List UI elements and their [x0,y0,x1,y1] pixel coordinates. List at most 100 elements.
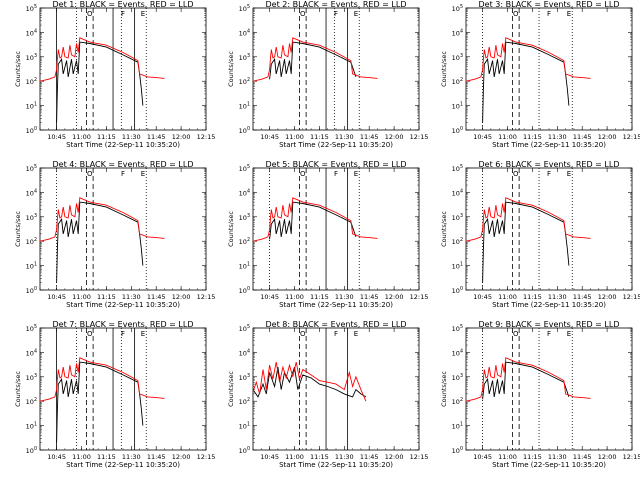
y-axis-label: Counts/sec [227,211,235,247]
y-tick-label: 102 [239,237,250,246]
panel-title: Det 1: BLACK = Events, RED = LLD [53,0,194,9]
x-tick-label: 12:15 [197,133,216,141]
y-tick-label: 105 [452,164,463,173]
x-tick-label: 10:45 [473,133,492,141]
y-tick-label: 101 [452,262,463,271]
marker-o: O [87,170,93,178]
y-tick-label: 102 [26,397,37,406]
y-tick-base: 10 [26,374,34,382]
y-tick-base: 10 [452,349,460,357]
x-tick-label: 10:45 [47,133,66,141]
y-tick-label: 103 [239,53,250,62]
y-tick-exponent: 0 [460,286,463,292]
panel-det-5: Det 5: BLACK = Events, RED = LLD10010110… [227,160,428,309]
marker-e: E [354,170,358,178]
x-tick-label: 12:00 [598,453,617,461]
y-tick-base: 10 [26,78,34,86]
panel-det-6: Det 6: BLACK = Events, RED = LLD10010110… [440,160,640,309]
y-tick-exponent: 2 [460,237,463,243]
y-tick-base: 10 [452,5,460,13]
x-tick-label: 12:00 [172,133,191,141]
y-tick-exponent: 1 [34,422,37,428]
marker-e: E [141,170,145,178]
y-tick-exponent: 0 [34,446,37,452]
y-tick-base: 10 [239,165,247,173]
x-tick-label: 11:00 [72,453,91,461]
x-tick-label: 12:15 [410,133,429,141]
y-tick-base: 10 [452,78,460,86]
x-tick-label: 11:00 [285,293,304,301]
y-tick-exponent: 2 [34,237,37,243]
y-tick-exponent: 5 [460,324,463,330]
y-tick-base: 10 [26,214,34,222]
x-tick-label: 11:30 [122,293,141,301]
y-tick-exponent: 1 [34,102,37,108]
x-tick-label: 11:15 [310,453,329,461]
series-line-events [482,41,570,123]
y-tick-label: 105 [26,4,37,13]
y-tick-exponent: 2 [247,397,250,403]
panel-det-3: Det 3: BLACK = Events, RED = LLD10010110… [440,0,640,149]
x-tick-label: 12:00 [598,293,617,301]
x-tick-label: 11:15 [97,453,116,461]
x-tick-label: 11:15 [523,453,542,461]
y-tick-base: 10 [26,103,34,111]
y-tick-base: 10 [239,423,247,431]
y-tick-label: 104 [26,188,37,197]
y-tick-base: 10 [452,423,460,431]
marker-e: E [567,170,571,178]
panel-title: Det 2: BLACK = Events, RED = LLD [266,0,407,9]
x-axis-label: Start Time (22-Sep-11 10:35:20) [279,141,393,149]
x-tick-label: 11:15 [310,293,329,301]
x-tick-label: 11:15 [523,293,542,301]
y-tick-exponent: 1 [247,422,250,428]
marker-e: E [354,10,358,18]
x-tick-label: 12:15 [197,293,216,301]
series-line-events [56,201,144,283]
y-tick-label: 105 [26,164,37,173]
y-tick-label: 102 [26,77,37,86]
y-tick-exponent: 1 [460,422,463,428]
x-tick-label: 11:00 [498,133,517,141]
y-tick-label: 101 [239,262,250,271]
y-tick-base: 10 [26,238,34,246]
x-axis-label: Start Time (22-Sep-11 10:35:20) [492,461,606,469]
x-tick-label: 12:15 [410,293,429,301]
x-tick-label: 11:45 [147,133,166,141]
y-tick-label: 104 [239,188,250,197]
marker-f: F [547,330,551,338]
x-tick-label: 12:15 [623,453,640,461]
y-tick-exponent: 2 [34,397,37,403]
x-tick-label: 11:15 [523,133,542,141]
y-tick-exponent: 2 [247,237,250,243]
y-axis-label: Counts/sec [227,51,235,87]
y-tick-exponent: 0 [460,126,463,132]
x-tick-label: 11:30 [335,133,354,141]
y-tick-base: 10 [452,127,460,135]
y-tick-base: 10 [26,325,34,333]
marker-o: O [87,330,93,338]
y-tick-base: 10 [239,78,247,86]
y-tick-base: 10 [239,238,247,246]
y-tick-label: 100 [239,126,250,135]
y-tick-base: 10 [452,54,460,62]
marker-o: O [513,170,519,178]
x-tick-label: 11:45 [573,293,592,301]
y-tick-exponent: 4 [460,28,463,34]
x-tick-label: 11:45 [360,133,379,141]
y-tick-label: 101 [26,102,37,111]
y-tick-base: 10 [452,103,460,111]
marker-f: F [547,170,551,178]
y-tick-label: 103 [452,213,463,222]
y-tick-label: 104 [452,348,463,357]
y-tick-exponent: 1 [460,262,463,268]
panel-title: Det 3: BLACK = Events, RED = LLD [479,0,620,9]
y-tick-label: 103 [26,213,37,222]
y-tick-exponent: 1 [460,102,463,108]
y-tick-label: 100 [26,126,37,135]
x-tick-label: 11:00 [498,453,517,461]
x-tick-label: 11:15 [310,133,329,141]
y-tick-label: 104 [239,28,250,37]
series-line-lld [252,197,378,242]
y-tick-label: 104 [26,348,37,357]
